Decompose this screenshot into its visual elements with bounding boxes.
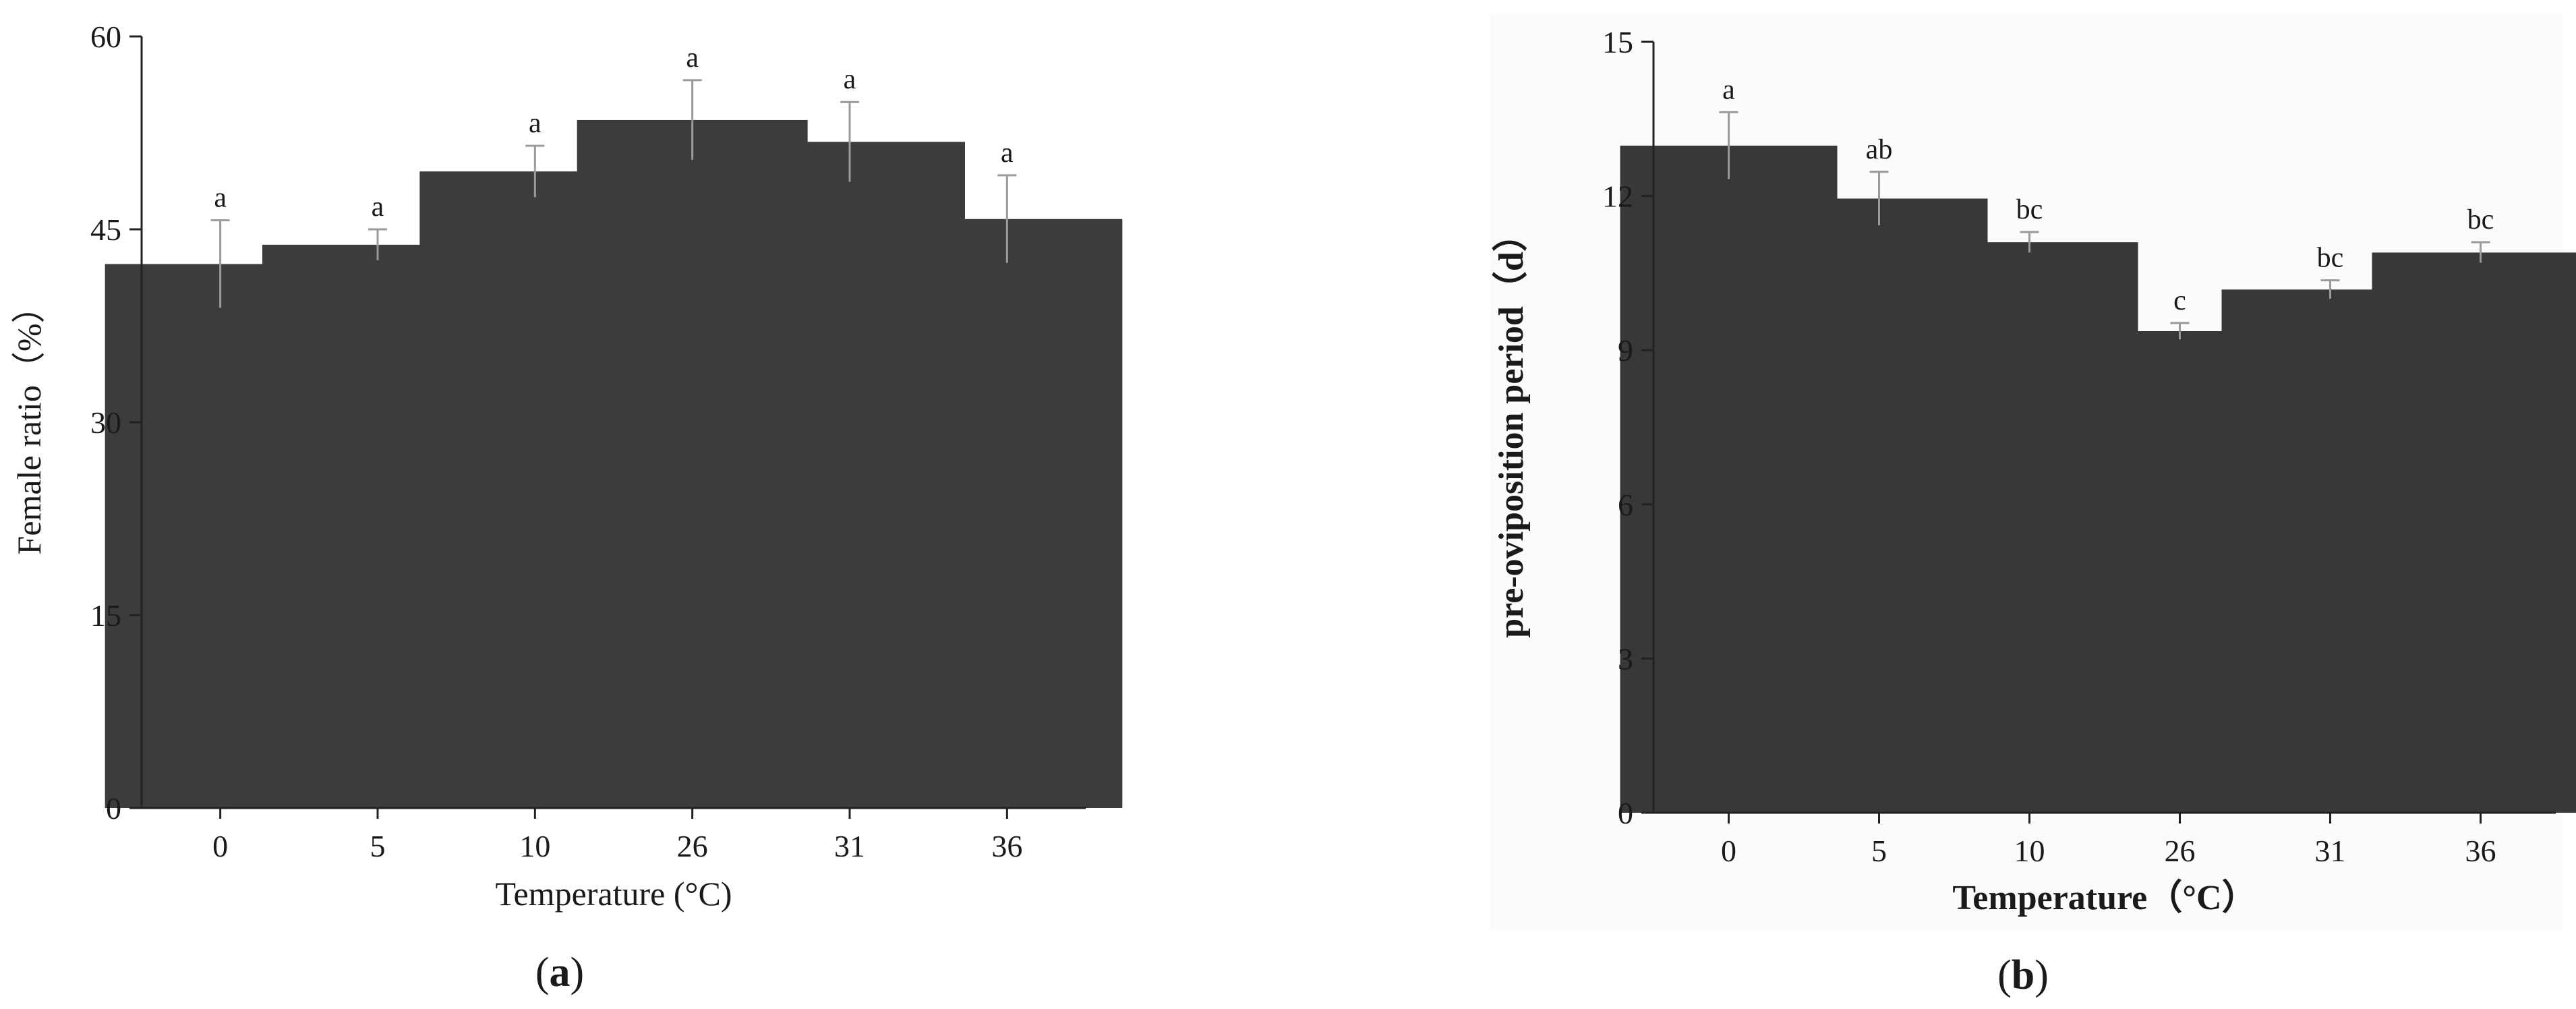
y-tick-label: 12 — [1602, 179, 1633, 214]
significance-label: bc — [2317, 243, 2344, 274]
y-tick-label: 45 — [90, 212, 121, 247]
x-axis-title: Temperature（°C） — [1952, 878, 2256, 917]
y-tick-label: 60 — [90, 20, 121, 54]
x-tick-label: 5 — [370, 829, 386, 863]
y-tick-label: 0 — [1618, 796, 1633, 830]
significance-label: a — [1722, 74, 1735, 105]
significance-label: a — [529, 108, 541, 139]
significance-label: bc — [2016, 194, 2043, 225]
y-tick-label: 30 — [90, 405, 121, 440]
significance-label: a — [372, 192, 384, 223]
y-tick-label: 0 — [106, 791, 121, 826]
y-tick-label: 9 — [1618, 333, 1633, 368]
x-tick-label: 5 — [1871, 834, 1887, 868]
x-tick-label: 0 — [212, 829, 228, 863]
x-axis-title: Temperature (°C) — [495, 875, 732, 913]
x-tick-label: 0 — [1721, 834, 1736, 868]
significance-label: a — [214, 183, 227, 214]
y-axis-title: Female ratio（%） — [10, 290, 48, 555]
y-tick-label: 15 — [90, 598, 121, 633]
y-tick-label: 3 — [1618, 641, 1633, 676]
bar — [891, 219, 1123, 808]
x-tick-label: 26 — [2165, 834, 2196, 868]
x-tick-label: 36 — [2465, 834, 2496, 868]
chart-panel-b: a0ab5bc10c26bc31bc3603691215Temperature（… — [1490, 13, 2576, 998]
x-tick-label: 31 — [834, 829, 865, 863]
chart-panel-a: a 0 a 5 a 10 a 26 a 31 a 36 0 15 30 45 60 Temperature (°C… — [10, 20, 1123, 996]
x-tick-label: 36 — [991, 829, 1022, 863]
significance-label: bc — [2467, 204, 2494, 235]
panel-label: (b) — [1997, 952, 2049, 998]
significance-label: a — [1001, 138, 1014, 169]
y-axis-title: pre-oviposition period（d） — [1492, 217, 1531, 638]
significance-label: c — [2173, 285, 2186, 316]
bar — [2372, 252, 2576, 813]
significance-label: a — [686, 42, 699, 74]
panel-label: (a) — [535, 950, 584, 996]
y-tick-label: 15 — [1602, 25, 1633, 59]
x-tick-label: 10 — [519, 829, 550, 863]
y-tick-label: 6 — [1618, 488, 1633, 522]
significance-label: ab — [1866, 134, 1893, 165]
x-tick-label: 26 — [677, 829, 708, 863]
significance-label: a — [844, 64, 856, 95]
x-tick-label: 31 — [2315, 834, 2346, 868]
x-tick-label: 10 — [2014, 834, 2045, 868]
